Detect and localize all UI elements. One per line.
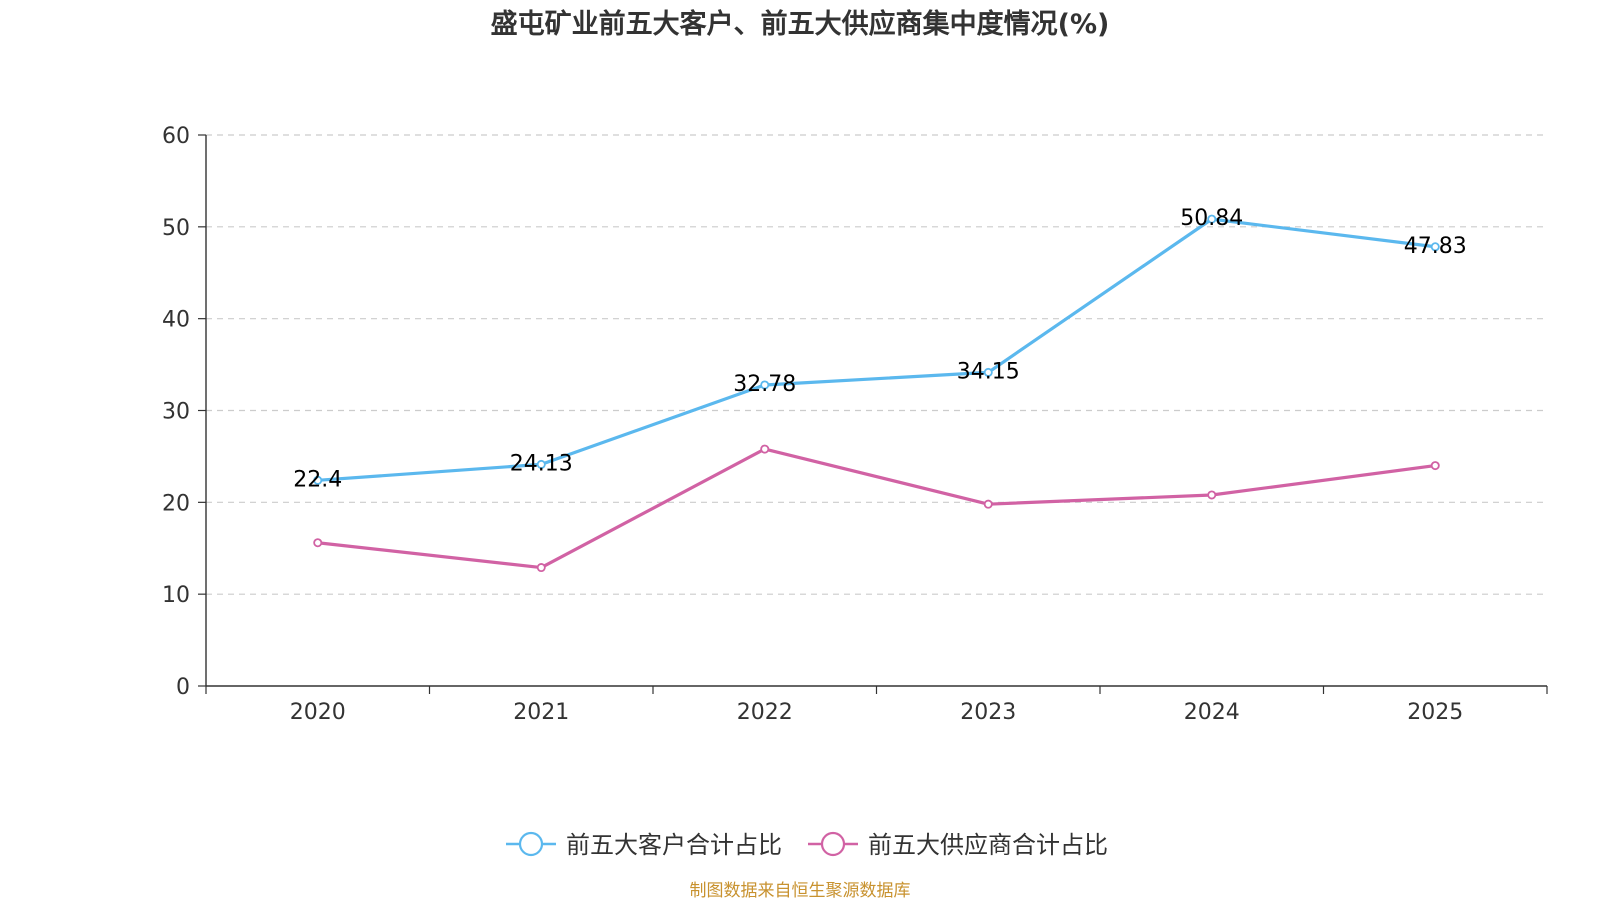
- data-point[interactable]: [983, 367, 993, 377]
- data-point[interactable]: [1430, 242, 1440, 252]
- axes: 0 10 20 30 40 50 60 2020 2021 2022 2023 2024 2025: [162, 124, 1548, 725]
- data-labels: 22.4 24.13 32.78 34.15 50.84 47.83: [293, 206, 1466, 492]
- legend-item-1[interactable]: 前五大客户合计占比: [506, 831, 782, 859]
- legend-swatch-marker: [518, 831, 544, 857]
- y-tick-label: 40: [162, 308, 190, 333]
- legend-label: 前五大客户合计占比: [566, 831, 782, 859]
- chart-title: 盛屯矿业前五大客户、前五大供应商集中度情况(%): [491, 8, 1110, 40]
- series-layer: [313, 214, 1440, 573]
- x-tick-label: 2021: [513, 700, 569, 725]
- data-label: 50.84: [1180, 206, 1243, 231]
- data-point[interactable]: [983, 499, 993, 509]
- data-label: 34.15: [957, 359, 1020, 384]
- x-tick-label: 2022: [737, 700, 793, 725]
- x-tick-label: 2020: [290, 700, 346, 725]
- series-line-2: [317, 447, 1436, 570]
- x-tick-label: 2023: [960, 700, 1016, 725]
- series-line-1: [317, 217, 1436, 482]
- y-tick-label: 0: [176, 675, 190, 700]
- y-tick-label: 20: [162, 491, 190, 516]
- y-tick-label: 10: [162, 583, 190, 608]
- data-point[interactable]: [760, 380, 770, 390]
- data-point[interactable]: [313, 475, 323, 485]
- legend-swatch-marker: [820, 831, 846, 857]
- data-point[interactable]: [536, 459, 546, 469]
- y-tick-label: 60: [162, 124, 190, 149]
- legend-label: 前五大供应商合计占比: [868, 831, 1108, 859]
- y-tick-label: 30: [162, 400, 190, 425]
- x-tick-label: 2024: [1184, 700, 1240, 725]
- legend-item-2[interactable]: 前五大供应商合计占比: [808, 831, 1108, 859]
- data-label: 32.78: [733, 372, 796, 397]
- y-tick-label: 50: [162, 216, 190, 241]
- data-point[interactable]: [1207, 214, 1217, 224]
- data-label: 24.13: [510, 451, 573, 476]
- legend[interactable]: 前五大客户合计占比 前五大供应商合计占比: [506, 831, 1108, 859]
- data-label: 47.83: [1404, 234, 1467, 259]
- data-point[interactable]: [1430, 461, 1440, 471]
- data-label: 22.4: [293, 467, 342, 492]
- x-tick-label: 2025: [1407, 700, 1463, 725]
- data-point[interactable]: [313, 538, 323, 548]
- data-point[interactable]: [760, 444, 770, 454]
- data-point[interactable]: [1207, 490, 1217, 500]
- source-note: 制图数据来自恒生聚源数据库: [690, 881, 911, 900]
- gridlines: [206, 134, 1547, 595]
- data-point[interactable]: [536, 563, 546, 573]
